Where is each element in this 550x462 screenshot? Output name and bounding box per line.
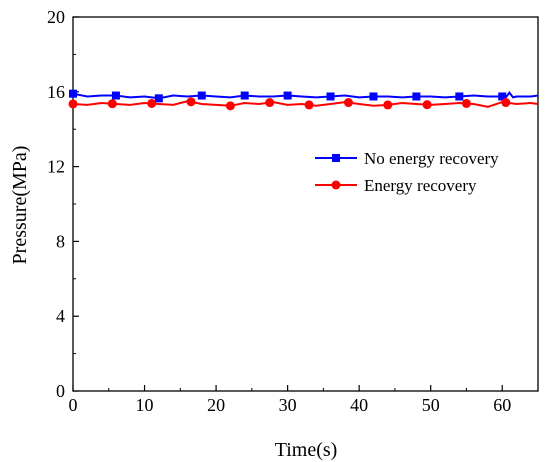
series-no-energy-recovery [69,89,539,103]
legend-label: Energy recovery [364,176,477,195]
y-axis-label: Pressure(MPa) [9,146,31,265]
data-point-square [111,91,120,100]
data-point-circle [107,99,117,109]
data-point-circle [265,98,275,108]
data-point-square [69,89,77,98]
data-point-square [154,94,163,103]
data-point-circle [304,100,314,110]
x-tick-label: 10 [136,395,154,415]
series-energy-recovery [68,97,539,111]
x-tick-label: 50 [422,395,440,415]
data-point-circle [147,98,157,108]
x-axis-label: Time(s) [275,439,338,461]
y-tick-label: 8 [56,231,65,251]
y-tick-label: 4 [56,306,65,326]
legend: No energy recovery Energy recovery [315,149,499,195]
x-tick-label: 40 [350,395,368,415]
data-point-circle [501,98,511,108]
data-point-square [197,91,206,100]
data-point-square [412,92,421,101]
x-tick-label: 0 [69,395,78,415]
plot-frame [72,16,539,392]
data-point-square [455,92,464,101]
data-point-circle [422,100,432,110]
x-tick-label: 30 [279,395,297,415]
data-point-square [369,92,378,101]
legend-marker-circle [331,180,341,190]
data-point-square [498,92,507,101]
x-tick-label: 60 [493,395,511,415]
data-point-circle [225,101,235,111]
legend-item: No energy recovery [315,149,499,168]
legend-marker-square [332,154,340,162]
data-point-square [240,91,249,100]
y-axis-ticks: 0 4 8 12 16 20 [47,7,79,401]
data-point-circle [383,100,393,110]
data-point-square [283,91,292,100]
x-tick-label: 20 [207,395,225,415]
y-tick-label: 20 [47,7,65,27]
legend-item: Energy recovery [315,176,477,195]
series-layer [68,89,539,111]
data-point-circle [68,99,78,109]
x-axis-ticks: 0 10 20 30 40 50 60 [69,385,511,415]
data-point-circle [343,98,353,108]
y-tick-label: 16 [47,82,65,102]
legend-label: No energy recovery [364,149,499,168]
y-tick-label: 0 [56,381,65,401]
data-point-square [326,92,335,101]
data-point-circle [186,97,196,107]
y-tick-label: 12 [47,157,65,177]
data-point-circle [461,98,471,108]
series-line [72,91,539,100]
plot-border [72,16,539,392]
